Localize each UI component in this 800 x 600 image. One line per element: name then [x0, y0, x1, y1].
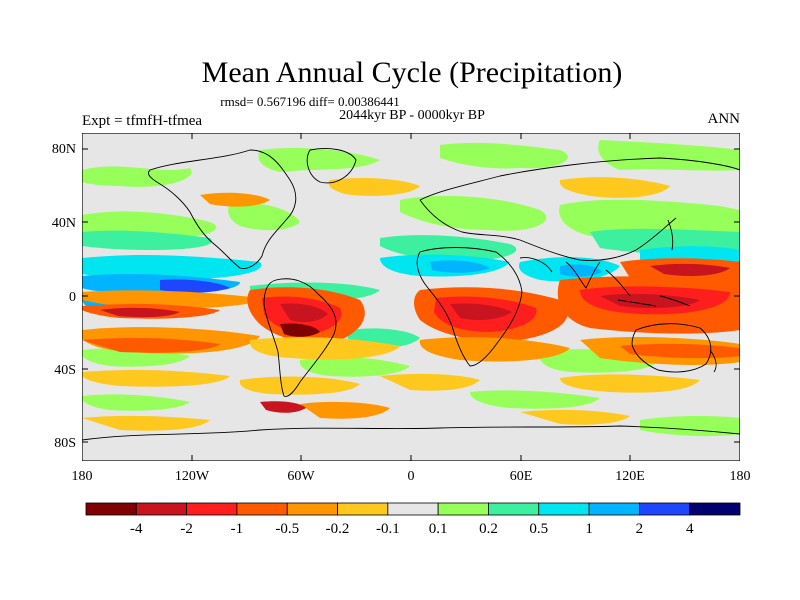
- experiment-label: Expt = tfmfH-tfmea: [82, 113, 202, 129]
- colorbar-label: 0.5: [529, 521, 548, 537]
- colorbar: -4 -2 -1 -0.5 -0.2 -0.1 0.1 0.2 0.5 1 2 4: [85, 502, 741, 537]
- colorbar-swatch: [538, 502, 590, 516]
- colorbar-swatch: [236, 502, 288, 516]
- lon-tick-label: 120W: [175, 469, 210, 484]
- lat-tick-label: 40S: [54, 363, 76, 378]
- lat-tick-label: 0: [69, 290, 76, 305]
- colorbar-swatch: [387, 502, 439, 516]
- longitude-axis: 180 120W 60W 0 60E 120E 180: [72, 133, 751, 484]
- lat-tick-label: 80N: [52, 142, 76, 157]
- colorbar-swatch: [135, 502, 188, 516]
- colorbar-swatch: [337, 502, 389, 516]
- colorbar-swatch: [689, 502, 741, 516]
- lon-tick-label: 60W: [287, 469, 315, 484]
- colorbar-swatch: [85, 502, 137, 516]
- lon-tick-label: 0: [408, 469, 415, 484]
- colorbar-label: -0.5: [275, 521, 299, 537]
- lon-tick-label: 180: [730, 469, 751, 484]
- colorbar-swatch: [588, 502, 640, 516]
- colorbar-label: 2: [636, 521, 644, 537]
- lon-tick-label: 180: [72, 469, 93, 484]
- colorbar-label: 1: [585, 521, 593, 537]
- map-panel: [82, 133, 740, 461]
- colorbar-label: -2: [180, 521, 193, 537]
- colorbar-swatch: [488, 502, 540, 516]
- colorbar-swatch: [186, 502, 238, 516]
- period-subtitle: 2044kyr BP - 0000kyr BP: [339, 108, 485, 123]
- latitude-axis: 80N 40N 0 40S 80S: [52, 142, 740, 451]
- colorbar-label: 4: [686, 521, 694, 537]
- colorbar-swatch: [638, 502, 691, 516]
- season-label: ANN: [708, 111, 741, 127]
- lat-tick-label: 80S: [54, 436, 76, 451]
- colorbar-label: 0.1: [429, 521, 448, 537]
- stats-subtitle: rmsd= 0.567196 diff= 0.00386441: [220, 94, 399, 109]
- figure-title: Mean Annual Cycle (Precipitation): [202, 56, 623, 89]
- colorbar-label: 0.2: [479, 521, 498, 537]
- lon-tick-label: 120E: [615, 469, 645, 484]
- colorbar-swatch: [286, 502, 338, 516]
- colorbar-label: -1: [231, 521, 244, 537]
- lon-tick-label: 60E: [510, 469, 533, 484]
- colorbar-swatch: [437, 502, 489, 516]
- lat-tick-label: 40N: [52, 216, 76, 231]
- colorbar-label: -0.1: [376, 521, 400, 537]
- coastlines: [82, 148, 740, 441]
- colorbar-label: -4: [130, 521, 143, 537]
- colorbar-label: -0.2: [326, 521, 350, 537]
